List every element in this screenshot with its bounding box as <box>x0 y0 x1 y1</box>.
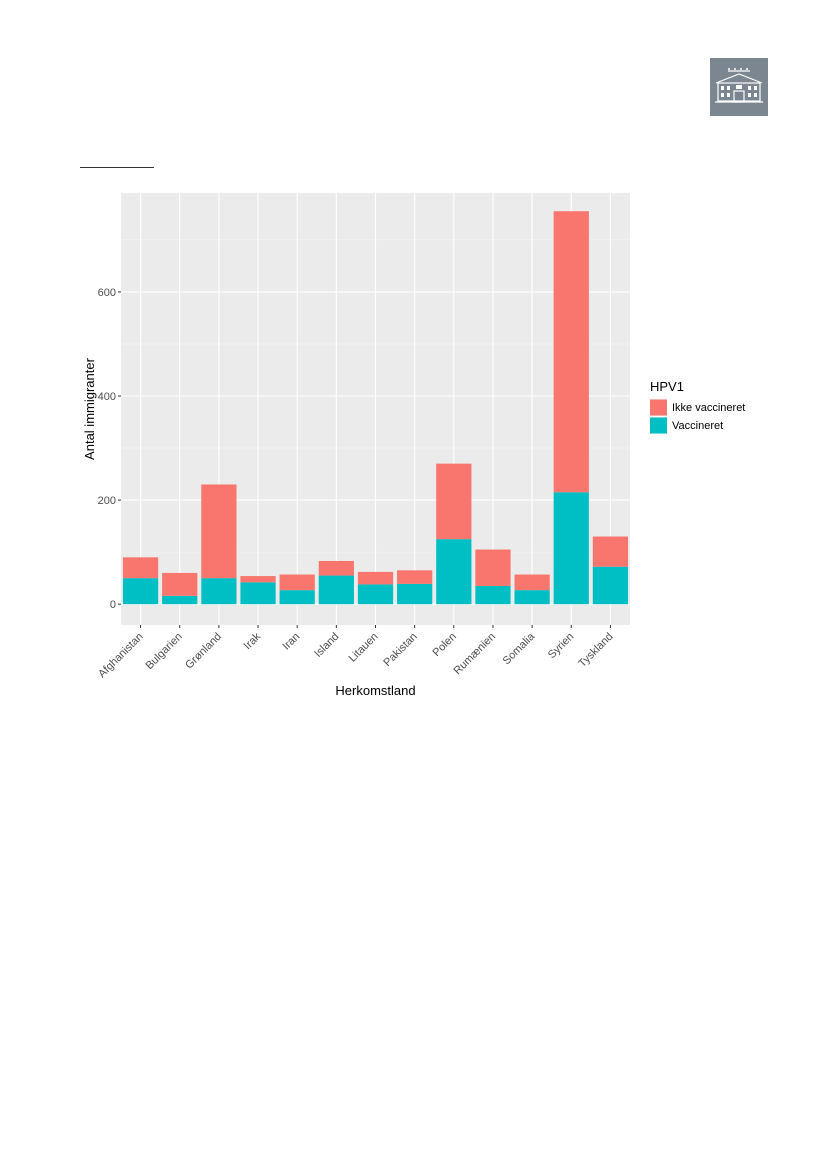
legend: HPV1 Ikke vaccineret Vaccineret <box>650 379 745 434</box>
institution-logo <box>710 58 768 116</box>
bar-vaccineret <box>514 590 550 605</box>
bar-ikke-vaccineret <box>201 484 237 579</box>
bar-vaccineret <box>318 575 354 605</box>
bar-vaccineret <box>162 595 198 605</box>
legend-title: HPV1 <box>650 379 684 394</box>
bar-vaccineret <box>592 566 629 605</box>
bar-vaccineret <box>279 590 315 605</box>
x-tick-label: Somalia <box>501 630 538 667</box>
bar-ikke-vaccineret <box>240 576 276 583</box>
x-tick-label: Polen <box>431 631 459 659</box>
y-tick-label: 600 <box>98 287 116 299</box>
bar-ikke-vaccineret <box>592 536 629 567</box>
x-tick-label: Syrien <box>546 631 577 662</box>
x-tick-label: Bulgarien <box>143 631 184 672</box>
legend-key-swatch <box>650 399 667 416</box>
bars <box>122 211 629 605</box>
bar-vaccineret <box>553 492 589 605</box>
bar-ikke-vaccineret <box>318 560 354 576</box>
y-axis-title: Antal immigranter <box>82 357 97 460</box>
y-tick-label: 0 <box>110 599 116 611</box>
x-tick-label: Iran <box>280 631 302 653</box>
bar-vaccineret <box>240 582 276 605</box>
bar-ikke-vaccineret <box>397 570 433 584</box>
y-axis-ticks: 0 200 400 600 <box>98 287 121 611</box>
bar-vaccineret <box>397 583 433 605</box>
x-tick-label: Pakistan <box>381 631 419 669</box>
x-tick-label: Tyskland <box>576 631 615 670</box>
bar-ikke-vaccineret <box>553 211 589 493</box>
bar-ikke-vaccineret <box>475 549 511 586</box>
bar-ikke-vaccineret <box>514 574 550 591</box>
bar-ikke-vaccineret <box>122 557 159 579</box>
legend-key-swatch <box>650 417 667 434</box>
legend-label: Ikke vaccineret <box>672 402 745 414</box>
x-tick-label: Grønland <box>183 631 224 672</box>
x-axis-title: Herkomstland <box>335 683 415 698</box>
bar-ikke-vaccineret <box>357 571 394 585</box>
bar-vaccineret <box>357 584 394 605</box>
x-tick-label: Afghanistan <box>96 631 146 681</box>
bar-vaccineret <box>201 578 237 605</box>
bar-vaccineret <box>122 578 159 605</box>
legend-label: Vaccineret <box>672 420 723 432</box>
bar-vaccineret <box>475 585 511 605</box>
x-tick-label: Rumænien <box>452 631 499 678</box>
bar-ikke-vaccineret <box>162 572 198 596</box>
building-icon <box>715 68 763 103</box>
x-tick-label: Litauen <box>347 631 381 665</box>
bar-vaccineret <box>436 539 472 605</box>
y-tick-label: 200 <box>98 495 116 507</box>
heading-underline <box>80 167 154 168</box>
x-tick-label: Irak <box>242 630 264 652</box>
bar-ikke-vaccineret <box>279 574 315 591</box>
y-tick-label: 400 <box>98 391 116 403</box>
x-tick-label: Island <box>312 631 341 660</box>
bar-ikke-vaccineret <box>436 463 472 540</box>
